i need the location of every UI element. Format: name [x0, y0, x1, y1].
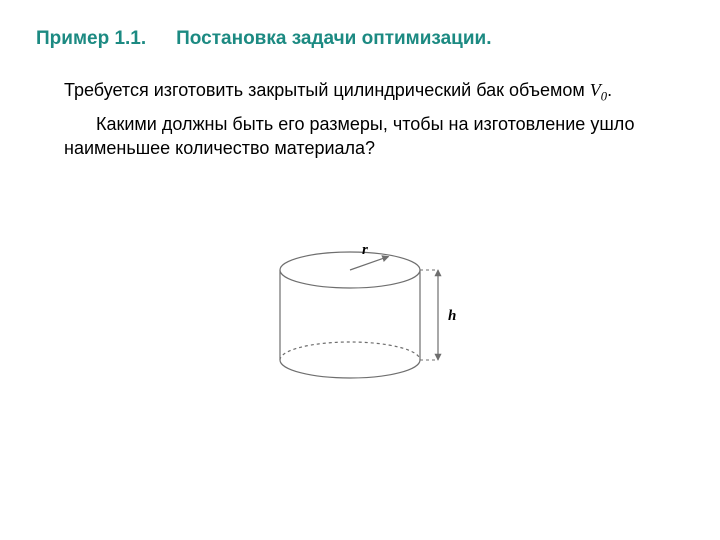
line1-before-var: Требуется изготовить закрытый цилиндриче…: [64, 80, 590, 100]
volume-variable: V0: [590, 80, 607, 100]
paragraph-2: Какими должны быть его размеры, чтобы на…: [64, 112, 684, 161]
slide-page: Пример 1.1. Постановка задачи оптимизаци…: [0, 0, 720, 540]
body-text: Требуется изготовить закрытый цилиндриче…: [64, 78, 684, 160]
volume-variable-main: V: [590, 80, 601, 100]
height-label: h: [448, 308, 456, 324]
example-title: Постановка задачи оптимизации.: [176, 28, 491, 50]
heading-row: Пример 1.1. Постановка задачи оптимизаци…: [36, 28, 684, 50]
example-number: Пример 1.1.: [36, 28, 146, 50]
radius-label: r: [362, 242, 368, 258]
paragraph-1: Требуется изготовить закрытый цилиндриче…: [64, 78, 684, 106]
line1-after-var: .: [607, 80, 612, 100]
cylinder-diagram: rh: [260, 240, 460, 425]
